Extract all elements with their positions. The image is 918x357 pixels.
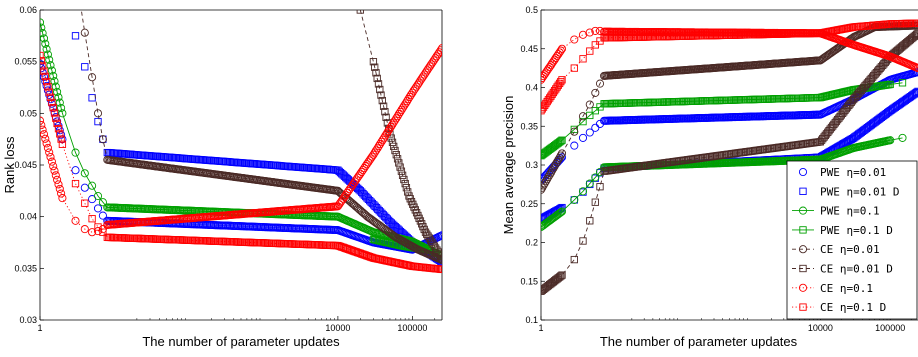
data-point	[81, 184, 88, 191]
x-axis-label: The number of parameter updates	[142, 334, 340, 349]
series-6	[36, 45, 445, 236]
legend-label: PWE η=0.1	[820, 205, 880, 218]
data-point	[597, 184, 603, 190]
data-point	[587, 48, 593, 54]
data-point	[580, 56, 586, 62]
data-point	[89, 216, 95, 222]
y-tick-label: 0.4	[525, 83, 538, 93]
data-point	[48, 158, 55, 165]
data-point	[51, 167, 58, 174]
x-tick-label: 100000	[875, 323, 905, 333]
data-point	[59, 195, 66, 202]
y-tick-label: 0.03	[19, 315, 37, 325]
data-point	[47, 153, 54, 160]
data-point	[571, 36, 578, 43]
legend-label: PWE η=0.1 D	[820, 224, 893, 237]
data-point	[72, 180, 78, 186]
legend: PWE η=0.01 PWE η=0.01 D PWE η=0.1 PWE η=0.1…	[787, 161, 917, 319]
legend-label: CE η=0.01 D	[820, 263, 893, 276]
data-point	[72, 33, 78, 39]
y-tick-label: 0.25	[520, 199, 538, 209]
x-tick-label: 100000	[397, 323, 427, 333]
y-axis-label: Rank loss	[2, 136, 17, 194]
y-tick-label: 0.45	[520, 44, 538, 54]
data-point	[72, 217, 79, 224]
y-tick-label: 0.3	[525, 160, 538, 170]
data-point	[592, 89, 599, 96]
data-point	[52, 172, 59, 179]
data-point	[592, 124, 599, 131]
data-point	[587, 218, 593, 224]
series-line	[40, 22, 442, 256]
legend-label: PWE η=0.01	[820, 166, 886, 179]
y-axis-label: Mean average precision	[501, 96, 516, 235]
data-point	[89, 95, 95, 101]
legend-label: PWE η=0.01 D	[820, 185, 899, 198]
legend-label: CE η=0.1 D	[820, 301, 886, 314]
data-point	[579, 31, 586, 38]
data-point	[44, 144, 51, 151]
x-tick-label: 1	[37, 323, 42, 333]
x-axis-label: The number of parameter updates	[600, 334, 798, 349]
x-tick-label: 10000	[325, 323, 350, 333]
legend-label: CE η=0.1	[820, 282, 873, 295]
x-tick-label: 1	[538, 323, 543, 333]
data-point	[82, 200, 88, 206]
data-point	[43, 140, 50, 147]
y-tick-label: 0.5	[525, 5, 538, 15]
data-point	[46, 91, 53, 98]
data-point	[82, 64, 88, 70]
y-tick-label: 0.2	[525, 238, 538, 248]
data-point	[55, 181, 62, 188]
data-point	[72, 167, 79, 174]
data-point	[77, 1, 84, 8]
y-tick-label: 0.055	[14, 57, 37, 67]
y-tick-label: 0.35	[520, 121, 538, 131]
data-point	[571, 142, 578, 149]
data-point	[94, 205, 101, 212]
y-tick-label: 0.045	[14, 160, 37, 170]
y-tick-label: 0.15	[520, 276, 538, 286]
y-tick-label: 0.035	[14, 263, 37, 273]
x-tick-label: 10000	[808, 323, 833, 333]
data-point	[56, 185, 63, 192]
data-point	[579, 134, 586, 141]
y-tick-label: 0.06	[19, 5, 37, 15]
y-tick-label: 0.1	[525, 315, 538, 325]
y-tick-label: 0.04	[19, 212, 37, 222]
legend-label: CE η=0.01	[820, 243, 880, 256]
data-point	[592, 42, 598, 48]
chart-map: 0.1 0.15 0.2 0.25 0.3 0.35 0.4 0.45 0.5 1 10000 100…	[501, 5, 918, 349]
chart-rank-loss: 0.03 0.035 0.04 0.045 0.05 0.055 0.06 1 10000 100…	[2, 1, 446, 349]
plot-area	[36, 1, 445, 272]
y-tick-label: 0.05	[19, 108, 37, 118]
data-point	[40, 131, 47, 138]
